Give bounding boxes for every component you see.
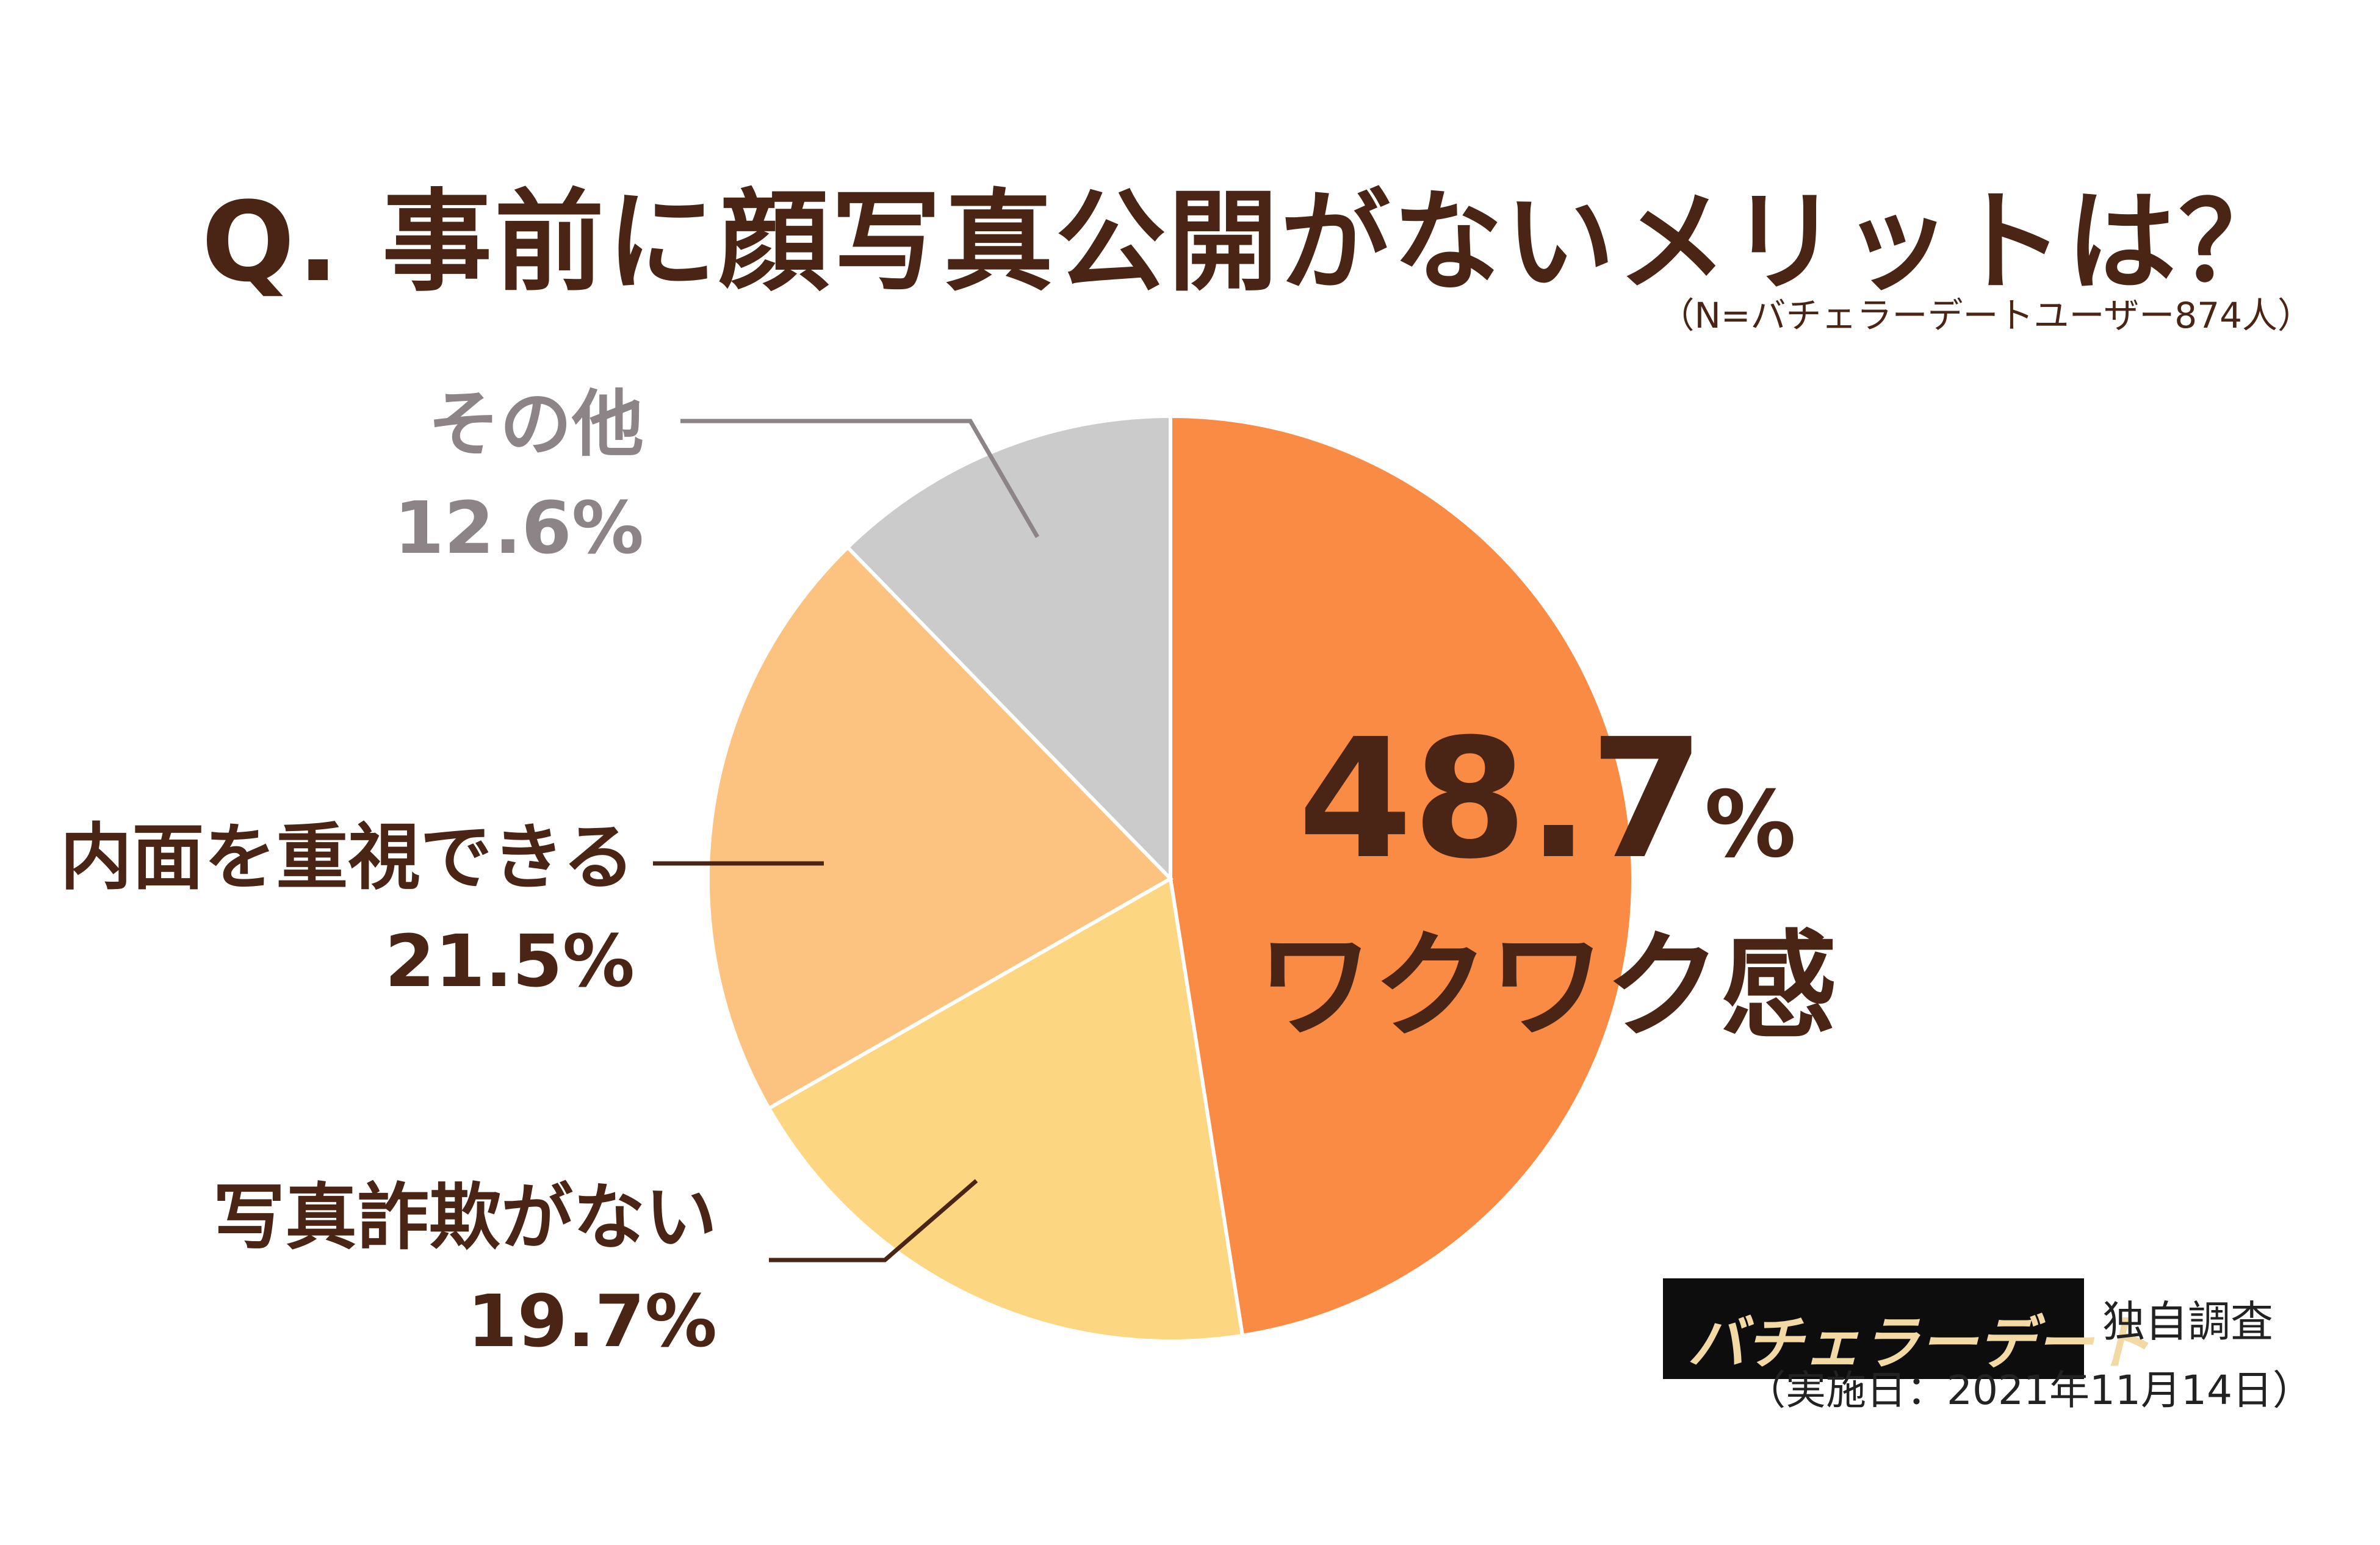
- label-main-value: 48.7%: [1257, 708, 1837, 917]
- leader-other: [680, 419, 1040, 538]
- label-other-value: 12.6%: [394, 486, 644, 570]
- pie-slice-1: [1169, 414, 1635, 1338]
- leader-photo: [769, 1179, 978, 1262]
- pie-slice-3: [706, 544, 1174, 1111]
- label-other: その他 12.6%: [394, 372, 644, 580]
- label-main-unit: %: [1704, 772, 1797, 878]
- survey-note: 独自調査: [2102, 1297, 2273, 1347]
- chart-title: Q. 事前に顔写真公開がないメリットは？: [201, 179, 2292, 306]
- label-photo: 写真詐欺がない 19.7%: [213, 1165, 717, 1373]
- survey-date: （実施日：2021年11月14日）: [1745, 1367, 2313, 1414]
- label-main-name: ワクワク感: [1257, 919, 1837, 1054]
- label-inner-name: 内面を重視できる: [60, 815, 635, 899]
- pie-slice-4: [845, 414, 1172, 884]
- brand-logo-text: バチェラーデート: [1687, 1310, 2152, 1377]
- label-main: 48.7% ワクワク感: [1257, 708, 1837, 1057]
- label-inner-value: 21.5%: [384, 919, 635, 1003]
- label-inner: 内面を重視できる 21.5%: [60, 805, 635, 1013]
- sample-note: （N=バチェラーデートユーザー874人）: [1659, 295, 2313, 336]
- label-other-name: その他: [427, 382, 644, 466]
- label-photo-name: 写真詐欺がない: [212, 1175, 717, 1259]
- label-photo-value: 19.7%: [467, 1279, 717, 1363]
- pie-slice-2: [766, 876, 1245, 1343]
- brand-logo: バチェラーデート: [1663, 1278, 2151, 1379]
- label-main-number: 48.7: [1297, 703, 1704, 895]
